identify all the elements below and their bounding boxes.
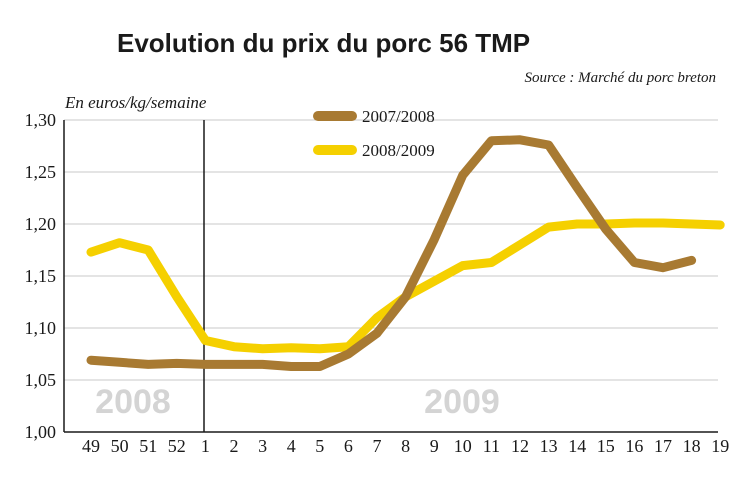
year-labels: 2008 2009 — [95, 383, 500, 421]
y-tick-label: 1,00 — [25, 422, 57, 442]
x-tick-label: 1 — [201, 436, 210, 456]
y-tick-label: 1,05 — [25, 370, 57, 390]
y-tick-label: 1,30 — [25, 110, 57, 130]
x-tick-label: 49 — [82, 436, 100, 456]
y-axis-label: En euros/kg/semaine — [64, 93, 207, 112]
x-tick-label: 7 — [373, 436, 382, 456]
x-tick-label: 8 — [401, 436, 410, 456]
legend: 2007/2008 2008/2009 — [313, 107, 435, 160]
x-tick-label: 4 — [287, 436, 296, 456]
x-tick-label: 10 — [454, 436, 472, 456]
x-tick-label: 11 — [483, 436, 500, 456]
y-tick-label: 1,20 — [25, 214, 57, 234]
x-tick-label: 19 — [711, 436, 729, 456]
gridlines — [64, 119, 718, 381]
y-tick-label: 1,10 — [25, 318, 57, 338]
x-tick-label: 6 — [344, 436, 353, 456]
y-tick-label: 1,15 — [25, 266, 57, 286]
x-tick-label: 16 — [625, 436, 643, 456]
x-tick-label: 50 — [111, 436, 129, 456]
series-lines — [86, 135, 725, 371]
year-label: 2009 — [424, 383, 500, 421]
x-tick-label: 17 — [654, 436, 672, 456]
x-tick-label: 18 — [683, 436, 701, 456]
y-tick-label: 1,25 — [25, 162, 57, 182]
x-tick-label: 14 — [568, 436, 586, 456]
x-tick-label: 51 — [139, 436, 157, 456]
x-tick-labels: 49 50 51 52 1 2 3 4 5 6 7 8 9 10 11 12 13 14 15 16 17 18 19 — [82, 436, 729, 456]
chart-title: Evolution du prix du porc 56 TMP — [117, 28, 530, 58]
year-label: 2008 — [95, 383, 171, 421]
chart-source: Source : Marché du porc breton — [525, 70, 716, 86]
x-tick-label: 2 — [230, 436, 239, 456]
x-tick-label: 15 — [597, 436, 615, 456]
y-tick-labels: 1,00 1,05 1,10 1,15 1,20 1,25 1,30 — [25, 110, 57, 442]
x-tick-label: 5 — [315, 436, 324, 456]
x-tick-label: 3 — [258, 436, 267, 456]
x-tick-label: 13 — [540, 436, 558, 456]
x-tick-label: 9 — [430, 436, 439, 456]
legend-label: 2007/2008 — [362, 107, 435, 126]
series-line-2008-2009 — [86, 218, 725, 354]
series-line-2007-2008 — [86, 135, 697, 371]
legend-label: 2008/2009 — [362, 141, 435, 160]
x-tick-label: 12 — [511, 436, 529, 456]
x-tick-label: 52 — [168, 436, 186, 456]
